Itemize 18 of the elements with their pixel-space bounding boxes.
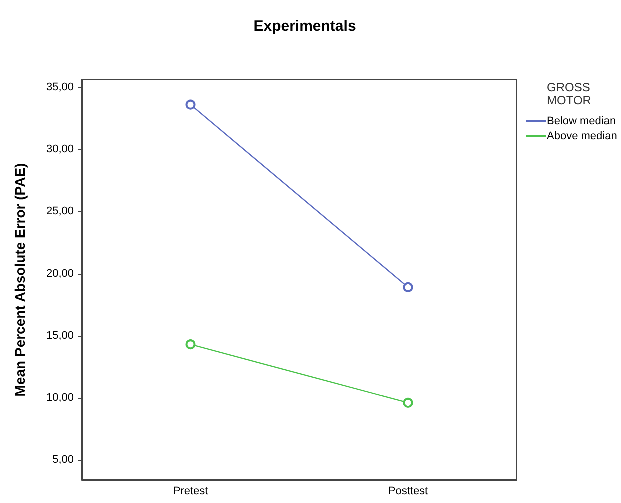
y-tick-label: 25,00 [46, 206, 74, 218]
point [186, 340, 196, 350]
y-tick-label: 10,00 [46, 392, 74, 404]
point [403, 398, 414, 408]
point [186, 100, 196, 110]
y-tick-label: 20,00 [46, 268, 74, 280]
chart-title: Experimentals [254, 18, 356, 35]
y-tick-label: 35,00 [46, 81, 74, 94]
legend-label: Above median [547, 130, 618, 142]
legend-title: GROSS MOTOR [547, 80, 594, 108]
y-tick-label: 5,00 [52, 454, 74, 466]
x-tick-label: Pretest [173, 486, 208, 498]
y-axis-title: Mean Percent Absolute Error (PAE) [12, 163, 28, 397]
y-tick-label: 30,00 [46, 144, 74, 156]
x-tick-label: Posttest [388, 486, 428, 498]
y-tick-label: 15,00 [46, 330, 74, 342]
point [403, 282, 414, 292]
legend-label: Below median [547, 116, 616, 128]
